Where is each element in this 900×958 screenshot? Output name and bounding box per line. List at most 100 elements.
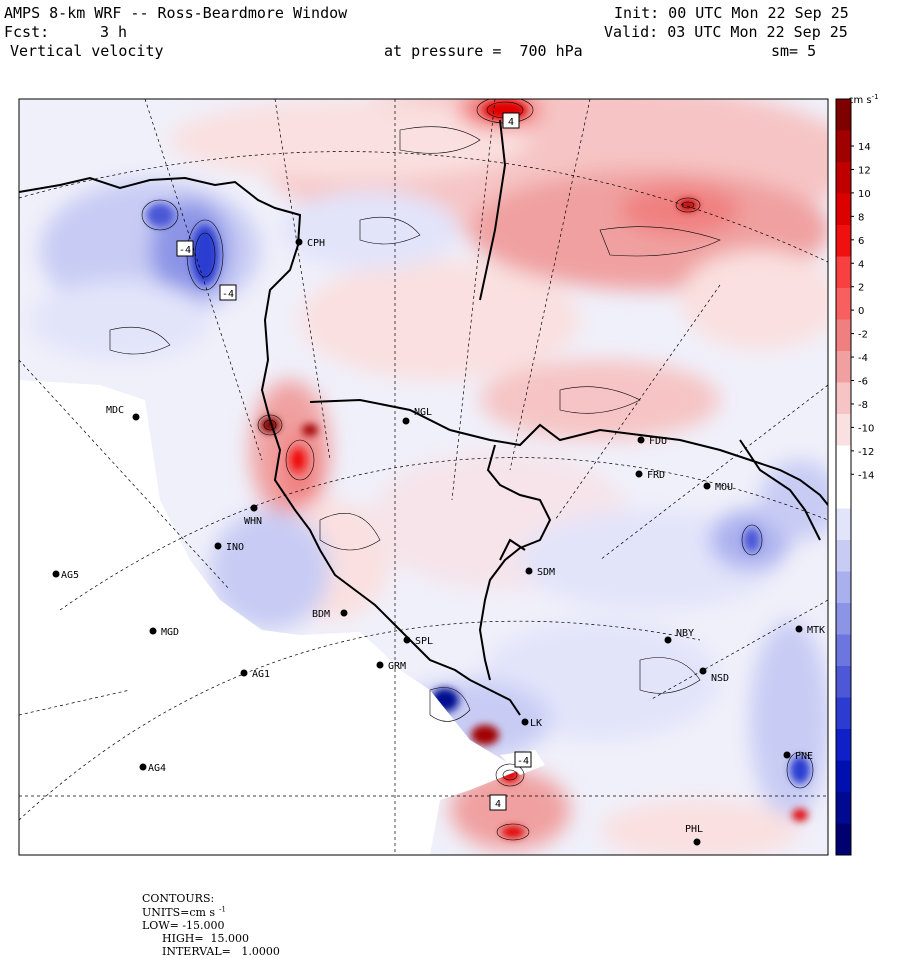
map-title: AMPS 8-km WRF -- Ross-Beardmore Window	[4, 4, 348, 22]
forecast-label: Fcst:	[4, 23, 50, 41]
colorbar-swatch	[836, 697, 851, 730]
station-label: LK	[530, 718, 542, 729]
station-label: AG4	[148, 763, 166, 774]
init-time: Init: 00 UTC Mon 22 Sep 25	[614, 4, 849, 22]
station-marker[interactable]	[635, 470, 643, 478]
colorbar-tick-label: 12	[858, 165, 871, 176]
units-label: UNITS=cm s -1	[142, 905, 226, 919]
station-marker[interactable]	[403, 636, 411, 644]
colorbar-units: cm s-1	[848, 93, 879, 106]
station-marker[interactable]	[795, 625, 803, 633]
station-marker[interactable]	[783, 751, 791, 759]
colorbar-swatch	[836, 729, 851, 761]
vertical-velocity-field	[30, 99, 828, 855]
station-label: MGD	[161, 627, 179, 638]
colorbar-tick-label: -14	[858, 470, 874, 481]
station-marker[interactable]	[149, 627, 157, 635]
colorbar-swatch	[836, 823, 851, 856]
station-label: MOU	[715, 482, 733, 493]
colorbar-tick-label: 8	[858, 212, 864, 223]
colorbar-swatch	[836, 256, 851, 289]
station-label: AG1	[252, 669, 270, 680]
contour-labels: 4 -4 -4 -4 4	[176, 112, 532, 811]
field-name: Vertical velocity	[10, 42, 164, 60]
contour-label-box	[489, 794, 507, 811]
colorbar-swatch	[836, 603, 851, 635]
station-label: SDM	[537, 567, 555, 578]
colorbar-frame	[835, 98, 852, 856]
station-marker[interactable]	[637, 436, 645, 444]
colorbar-swatch	[836, 571, 851, 604]
station-label: AG5	[61, 570, 79, 581]
station-marker[interactable]	[340, 609, 348, 617]
colorbar-tick-label: 2	[858, 283, 864, 294]
contour-label-box	[176, 240, 194, 257]
colorbar-swatch	[836, 319, 851, 352]
colorbar: cm s-1 14 12 10 8 6 4 2 0 -2 -4 -6 -8 -10 -12 -14	[835, 93, 879, 856]
contour-label: 4	[508, 117, 514, 128]
contour-label-box	[502, 112, 520, 129]
station-label: NGL	[414, 407, 432, 418]
colorbar-tick-label: -4	[858, 353, 868, 364]
station-label: FRD	[647, 470, 665, 481]
colorbar-swatch	[836, 99, 851, 131]
valid-time: Valid: 03 UTC Mon 22 Sep 25	[604, 23, 848, 41]
colorbar-swatch	[836, 508, 851, 541]
station-label: PNE	[795, 751, 813, 762]
station-marker[interactable]	[703, 482, 711, 490]
colorbar-swatch	[836, 666, 851, 698]
contour-label: -4	[222, 289, 234, 300]
station-marker[interactable]	[693, 838, 701, 846]
station-label: FDU	[649, 436, 667, 447]
station-marker[interactable]	[521, 718, 529, 726]
station-marker[interactable]	[214, 542, 222, 550]
map-frame	[18, 98, 829, 856]
station-marker[interactable]	[295, 238, 303, 246]
station-marker[interactable]	[139, 763, 147, 771]
graticule	[19, 99, 828, 855]
station-marker[interactable]	[240, 669, 248, 677]
contour-label: 4	[495, 799, 501, 810]
colorbar-swatch	[836, 760, 851, 793]
forecast-hour: 3 h	[100, 23, 128, 41]
station-label: NBY	[676, 628, 694, 639]
map-canvas: 4 -4 -4 -4 4 CPH MDC NGL FDU FRD MOU WHN INO AG5 SDM B…	[18, 93, 879, 856]
colorbar-tick-label: 6	[858, 236, 864, 247]
station-marker[interactable]	[402, 417, 410, 425]
station-label: PHL	[685, 824, 703, 835]
station-marker[interactable]	[250, 504, 258, 512]
map-field	[19, 99, 828, 855]
station-label: CPH	[307, 238, 325, 249]
station-marker[interactable]	[525, 567, 533, 575]
colorbar-swatch	[836, 351, 851, 383]
contour-label-box	[219, 284, 237, 301]
station-marker[interactable]	[699, 667, 707, 675]
station-marker[interactable]	[664, 636, 672, 644]
station-label: WHN	[244, 516, 262, 527]
colorbar-tick-label: 10	[858, 189, 871, 200]
colorbar-tick-label: 4	[858, 259, 864, 270]
colorbar-swatch	[836, 382, 851, 415]
contour-info: CONTOURS: UNITS=cm s -1 LOW= -15.000 HIGH…	[135, 879, 284, 958]
station-marker[interactable]	[132, 413, 140, 421]
station-marker[interactable]	[376, 661, 384, 669]
station-marker[interactable]	[52, 570, 60, 578]
coastline	[19, 119, 828, 716]
colorbar-swatch	[836, 414, 851, 446]
colorbar-tick-label: -8	[858, 400, 868, 411]
station-label: BDM	[312, 609, 330, 620]
colorbar-swatch	[836, 193, 851, 226]
colorbar-swatch	[836, 540, 851, 572]
colorbar-swatch	[836, 162, 851, 194]
colorbar-tick-label: -10	[858, 423, 874, 434]
station-label: INO	[226, 542, 244, 553]
colorbar-tick-label: -12	[858, 447, 874, 458]
low-value: LOW= -15.000	[142, 918, 225, 932]
station-label: SPL	[415, 636, 433, 647]
colorbar-swatch	[836, 225, 851, 257]
high-value: HIGH= 15.000	[162, 931, 250, 945]
colorbar-tick-label: -2	[858, 330, 868, 341]
colorbar-swatch	[836, 792, 851, 824]
colorbar-tick-label: 0	[858, 306, 864, 317]
colorbar-swatch	[836, 445, 851, 478]
